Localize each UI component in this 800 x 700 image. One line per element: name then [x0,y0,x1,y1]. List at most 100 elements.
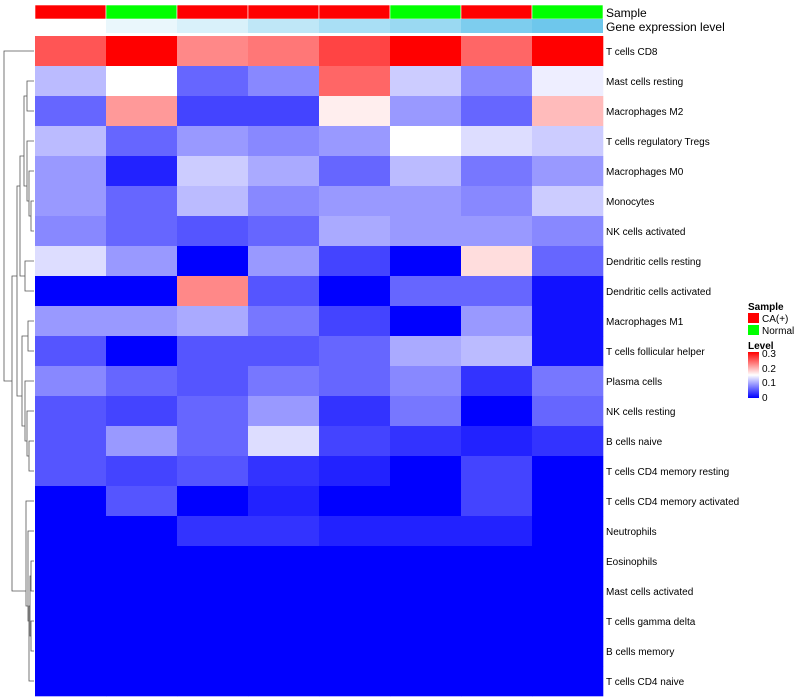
heatmap-cell [532,156,604,187]
heatmap-cell [248,156,320,187]
heatmap-cell [319,366,391,397]
heatmap-cell [35,36,107,67]
heatmap-cell [390,546,462,577]
heatmap-cell [248,576,320,607]
sample-track-cell [318,4,391,20]
heatmap-cell [177,546,249,577]
gene-expression-track-cell [248,19,319,33]
heatmap-cell [390,96,462,127]
dendrogram-branch [3,50,34,382]
heatmap-cell [532,336,604,367]
heatmap-cell [532,366,604,397]
heatmap-cell [461,606,533,637]
heatmap-cell [35,216,107,247]
heatmap-cell [35,426,107,457]
row-label: Plasma cells [606,377,662,388]
heatmap-cell [35,366,107,397]
heatmap-cell [106,306,178,337]
heatmap-cell [390,306,462,337]
heatmap-cell [248,276,320,307]
legend-swatch-normal [748,325,759,335]
row-label: T cells gamma delta [606,617,696,628]
heatmap-cell [461,366,533,397]
dendrogram-branch [24,380,34,442]
row-label: T cells follicular helper [606,347,705,358]
heatmap-cell [390,396,462,427]
row-label: Monocytes [606,197,654,208]
heatmap-cell [390,576,462,607]
heatmap-cell [390,486,462,517]
heatmap-cell [461,276,533,307]
annotation-tracks [34,4,604,33]
heatmap-cell [35,666,107,697]
heatmap-cell [461,516,533,547]
heatmap-cell [461,456,533,487]
heatmap-cell [248,486,320,517]
heatmap-cell [177,126,249,157]
heatmap-cell [390,66,462,97]
dendrogram-branch [26,80,34,112]
heatmap-cell [319,666,391,697]
heatmap-cell [177,96,249,127]
heatmap-cell [177,456,249,487]
heatmap-cell [532,66,604,97]
heatmap-cell [532,396,604,427]
heatmap-cell [177,36,249,67]
heatmap-cell [35,336,107,367]
heatmap-cell [532,276,604,307]
heatmap-cell [461,336,533,367]
dendrogram-branch [24,260,34,292]
heatmap-cell [177,576,249,607]
heatmap-cell [390,216,462,247]
dendrogram-branch [19,155,25,277]
heatmap-cell [461,66,533,97]
heatmap-cell [532,486,604,517]
heatmap-cell [106,36,178,67]
row-label: Dendritic cells activated [606,287,711,298]
heatmap-cell [319,186,391,217]
heatmap-cell [390,606,462,637]
heatmap-cell [106,666,178,697]
heatmap-cell [248,186,320,217]
heatmap-cell [177,516,249,547]
heatmap-cell [319,486,391,517]
sample-track-cell [247,4,320,20]
heatmap-cell [35,66,107,97]
heatmap-cell [461,36,533,67]
heatmap-cell [461,96,533,127]
row-label: B cells naive [606,437,663,448]
heatmap-cell [248,96,320,127]
heatmap-cell [35,606,107,637]
heatmap-cell [461,246,533,277]
track-label-gene-expression: Gene expression level [606,20,725,34]
heatmap-cell [319,246,391,277]
heatmap-cell [177,366,249,397]
heatmap-cell [319,426,391,457]
legend-level-colorbar [748,352,759,398]
legend-level-title: Level [748,341,774,352]
legend-label-ca: CA(+) [762,314,788,325]
heatmap-cell [106,456,178,487]
heatmap-cell [106,366,178,397]
dendrogram-branch [30,620,34,652]
heatmap-cell [390,186,462,217]
heatmap-cell [35,576,107,607]
heatmap-cell [390,276,462,307]
legend-level-tick: 0.3 [762,349,776,360]
heatmap-cell [248,66,320,97]
heatmap-cell [319,66,391,97]
legend: Sample CA(+) Normal Level 0.3 0.2 0.1 0 [748,302,794,404]
heatmap-cell [177,396,249,427]
sample-track-cell [460,4,533,20]
heatmap-cell [461,546,533,577]
heatmap-cell [390,666,462,697]
heatmap-cell [106,246,178,277]
heatmap-cell [106,516,178,547]
heatmap-cell [532,546,604,577]
heatmap-cell [461,126,533,157]
heatmap-cell [319,156,391,187]
heatmap-cell [390,636,462,667]
legend-level-tick: 0 [762,393,768,404]
heatmap-cell [390,456,462,487]
